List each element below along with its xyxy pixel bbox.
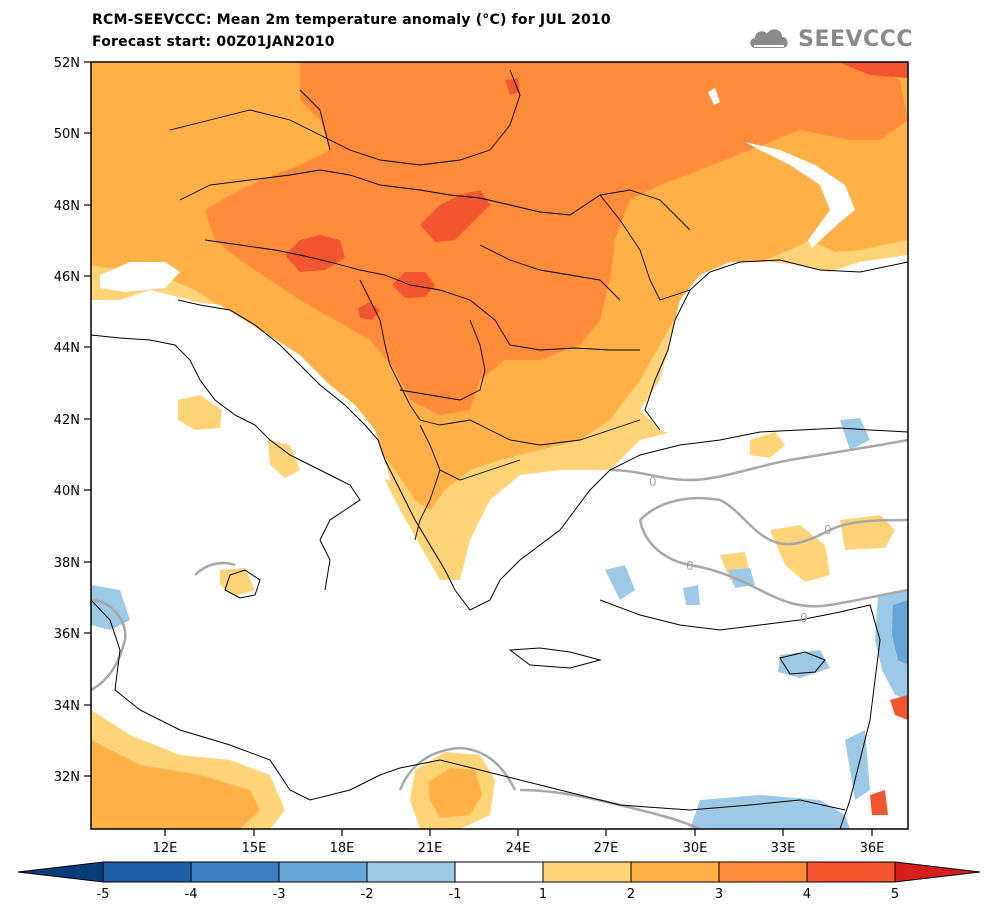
- lat-label: 42N: [54, 413, 80, 428]
- lon-label: 30E: [683, 841, 708, 856]
- anomaly-hotspot-arabia: [870, 790, 888, 815]
- colorbar-label: -4: [185, 887, 198, 902]
- anomaly-region-2-3-egypt: [428, 768, 482, 818]
- anomaly-hotspot-slovenia: [285, 235, 345, 272]
- contour-label: 0: [800, 611, 808, 625]
- lat-label: 40N: [54, 484, 80, 499]
- lon-label: 27E: [594, 841, 619, 856]
- seevccc-logo: SEEVCCC: [746, 24, 913, 54]
- anomaly-hotspot-hungary: [420, 190, 490, 242]
- colorbar-label: 1: [539, 887, 547, 902]
- colorbar-label: -1: [449, 887, 462, 902]
- colorbar-label: -2: [361, 887, 374, 902]
- lat-label: 52N: [54, 56, 80, 71]
- lon-label: 18E: [330, 841, 355, 856]
- forecast-start: Forecast start: 00Z01JAN2010: [92, 34, 335, 50]
- anomaly-hotspot-jordan: [890, 695, 908, 720]
- adriatic-sea: [178, 300, 390, 480]
- colorbar-bin: [718, 861, 808, 883]
- mediterranean-sea: [91, 330, 908, 829]
- anomaly-region-2-3-libya: [91, 740, 260, 829]
- anomaly-hotspot-bosnia: [358, 302, 380, 320]
- lon-label: 21E: [418, 841, 443, 856]
- lon-label: 36E: [860, 841, 885, 856]
- colorbar-high-extend: [894, 861, 981, 883]
- cloud-icon: [750, 29, 788, 51]
- colorbar-label: -3: [273, 887, 286, 902]
- anomaly-region-1-2-italy-south: [268, 440, 300, 478]
- neutral-patch-alps: [100, 262, 180, 292]
- anomaly-region-1-2-italy: [178, 395, 222, 430]
- colorbar-bin: [190, 861, 280, 883]
- negative-anomaly-levant-strong: [892, 600, 908, 665]
- colorbar: [17, 861, 981, 883]
- colorbar-bin: [366, 861, 456, 883]
- zero-contours: [91, 438, 908, 829]
- anomaly-region-1-2-sicily: [220, 568, 255, 596]
- neutral-streak-north: [708, 88, 720, 105]
- lat-label: 32N: [54, 770, 80, 785]
- lon-label: 12E: [153, 841, 178, 856]
- neutral-streak-ukraine: [745, 142, 855, 248]
- negative-anomaly-aegean-north: [840, 418, 870, 450]
- negative-anomaly-rhodes: [683, 585, 700, 605]
- colorbar-label: 5: [891, 887, 899, 902]
- black-sea: [640, 262, 908, 440]
- lat-label: 38N: [54, 556, 80, 571]
- colorbar-label: -5: [97, 887, 110, 902]
- map-title: RCM-SEEVCCC: Mean 2m temperature anomaly…: [92, 12, 611, 28]
- lon-label: 24E: [506, 841, 531, 856]
- lon-label: 15E: [242, 841, 267, 856]
- colorbar-label: 2: [627, 887, 635, 902]
- latitude-axis: 52N 50N 48N 46N 44N 42N 40N 38N 36N 34N …: [54, 56, 91, 785]
- contour-label: 0: [686, 559, 694, 573]
- anomaly-region-3-4: [205, 62, 908, 415]
- colorbar-bin: [806, 861, 896, 883]
- negative-anomaly-egypt-coast: [690, 795, 850, 829]
- longitude-axis: 12E 15E 18E 21E 24E 27E 30E 33E 36E: [153, 829, 885, 856]
- lat-label: 34N: [54, 699, 80, 714]
- anomaly-hotspot-north: [505, 78, 520, 95]
- colorbar-bin: [630, 861, 720, 883]
- lat-label: 44N: [54, 341, 80, 356]
- negative-anomaly-sinai: [845, 730, 870, 800]
- colorbar-bin: [454, 861, 544, 883]
- colorbar-labels: -5 -4 -3 -2 -1 1 2 3 4 5: [97, 887, 900, 902]
- lat-label: 50N: [54, 127, 80, 142]
- lat-label: 46N: [54, 270, 80, 285]
- lon-label: 33E: [771, 841, 796, 856]
- colorbar-bin: [542, 861, 632, 883]
- anomaly-hotspot-serbia: [392, 272, 435, 298]
- country-borders: [169, 69, 691, 541]
- colorbar-label: 4: [803, 887, 811, 902]
- contour-labels: 0 0 0 0: [649, 475, 832, 625]
- colorbar-bin: [102, 861, 192, 883]
- map-frame: [90, 61, 909, 830]
- colorbar-low-extend: [17, 861, 104, 883]
- negative-anomaly-aegean: [605, 565, 635, 600]
- coastlines: [91, 259, 908, 829]
- colorbar-label: 3: [715, 887, 723, 902]
- anomaly-hotspot-ukraine-ne: [838, 62, 908, 78]
- logo-text: SEEVCCC: [798, 26, 913, 52]
- lat-label: 48N: [54, 199, 80, 214]
- anomaly-region-1-2-anatolia-1: [750, 432, 785, 458]
- contour-label: 0: [649, 475, 657, 489]
- map-area: 0 0 0 0: [91, 62, 908, 829]
- anomaly-region-1-2-anatolia-3: [770, 525, 830, 582]
- lat-label: 36N: [54, 627, 80, 642]
- contour-label: 0: [824, 523, 832, 537]
- colorbar-bin: [278, 861, 368, 883]
